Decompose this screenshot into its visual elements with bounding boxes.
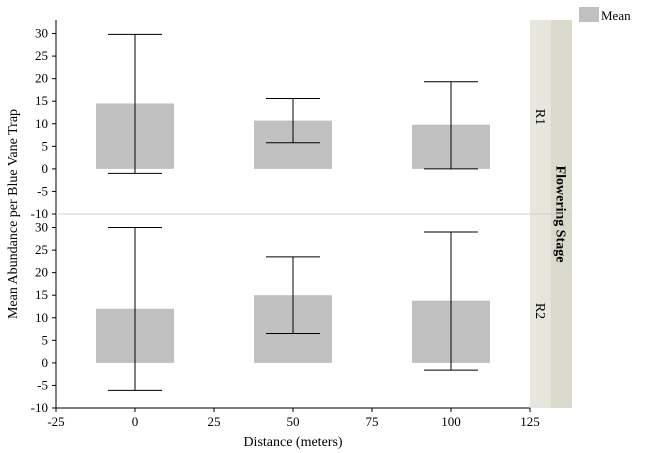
panel-r1: -10 -5 0 5 10 15 20 25 30 R1 bbox=[31, 20, 547, 221]
y-tick-label: 10 bbox=[35, 310, 48, 325]
panel-label-r1: R1 bbox=[532, 109, 547, 125]
panel-r2: -10 -5 0 5 10 15 20 25 30 R2 bbox=[31, 214, 547, 415]
y-tick-label: -5 bbox=[37, 377, 48, 392]
y-tick-label: 20 bbox=[35, 71, 48, 86]
y-tick-label: 25 bbox=[35, 242, 48, 257]
y-tick-label: 25 bbox=[35, 48, 48, 63]
y-tick-label: 20 bbox=[35, 265, 48, 280]
y-tick-label: 15 bbox=[35, 287, 48, 302]
y-tick-label: 5 bbox=[42, 332, 49, 347]
y-tick-label: 30 bbox=[35, 26, 48, 41]
legend: Mean bbox=[579, 7, 631, 23]
y-tick-label: 15 bbox=[35, 93, 48, 108]
x-tick-label: 100 bbox=[441, 414, 461, 429]
x-tick-label: -25 bbox=[47, 414, 64, 429]
legend-label: Mean bbox=[601, 8, 631, 23]
x-tick-label: 125 bbox=[520, 414, 540, 429]
y-tick-label: 5 bbox=[42, 138, 49, 153]
x-tick-label: 50 bbox=[287, 414, 300, 429]
y-tick-label: 0 bbox=[42, 161, 49, 176]
y-axis-title: Mean Abundance per Blue Vane Trap bbox=[6, 109, 21, 319]
x-tick-label: 0 bbox=[132, 414, 139, 429]
y-tick-label: 0 bbox=[42, 355, 49, 370]
legend-swatch bbox=[579, 7, 599, 22]
y-tick-label: 30 bbox=[35, 220, 48, 235]
y-tick-label: 10 bbox=[35, 116, 48, 131]
y-tick-label: -10 bbox=[31, 206, 48, 221]
x-tick-label: 25 bbox=[208, 414, 221, 429]
y-tick-label: -10 bbox=[31, 400, 48, 415]
x-tick-label: 75 bbox=[366, 414, 379, 429]
x-axis-title: Distance (meters) bbox=[243, 435, 342, 450]
y-tick-label: -5 bbox=[37, 183, 48, 198]
panel-label-r2: R2 bbox=[532, 303, 547, 319]
